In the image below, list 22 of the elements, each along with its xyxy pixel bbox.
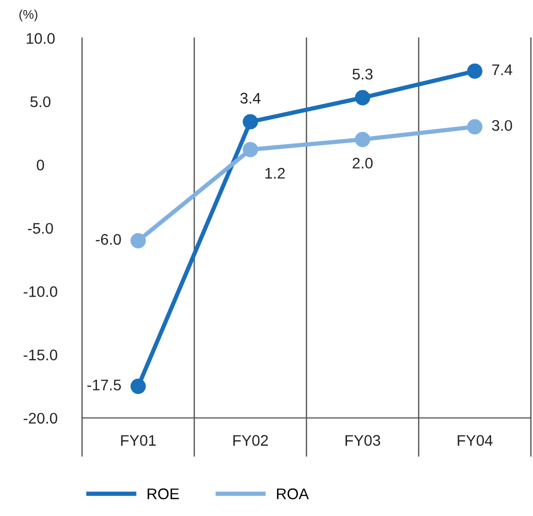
x-tick-label: FY01 [121,435,156,446]
y-axis-title: (%) [19,10,38,22]
data-label: 5.3 [352,68,373,80]
y-tick-label: -20.0 [24,412,58,424]
data-label: 3.4 [240,92,261,104]
data-label: 7.4 [492,64,512,76]
y-tick-label: 0 [36,160,44,170]
y-tick-label: 10.0 [26,33,55,44]
y-tick-label: -5.0 [28,222,53,234]
data-label: -6.0 [96,234,121,245]
data-label: 3.0 [492,120,512,131]
x-tick-label: FY04 [458,435,493,446]
x-tick-label: FY02 [233,435,268,446]
data-label: -17.5 [87,380,121,390]
legend-label: ROA [277,488,309,500]
data-label: 1.2 [265,168,285,179]
y-tick-label: -15.0 [24,350,58,360]
y-tick-label: 5.0 [30,96,50,108]
legend-label: ROE [148,488,179,500]
data-label: 2.0 [352,158,373,169]
x-tick-label: FY03 [346,435,380,446]
y-tick-label: -10.0 [24,286,58,298]
